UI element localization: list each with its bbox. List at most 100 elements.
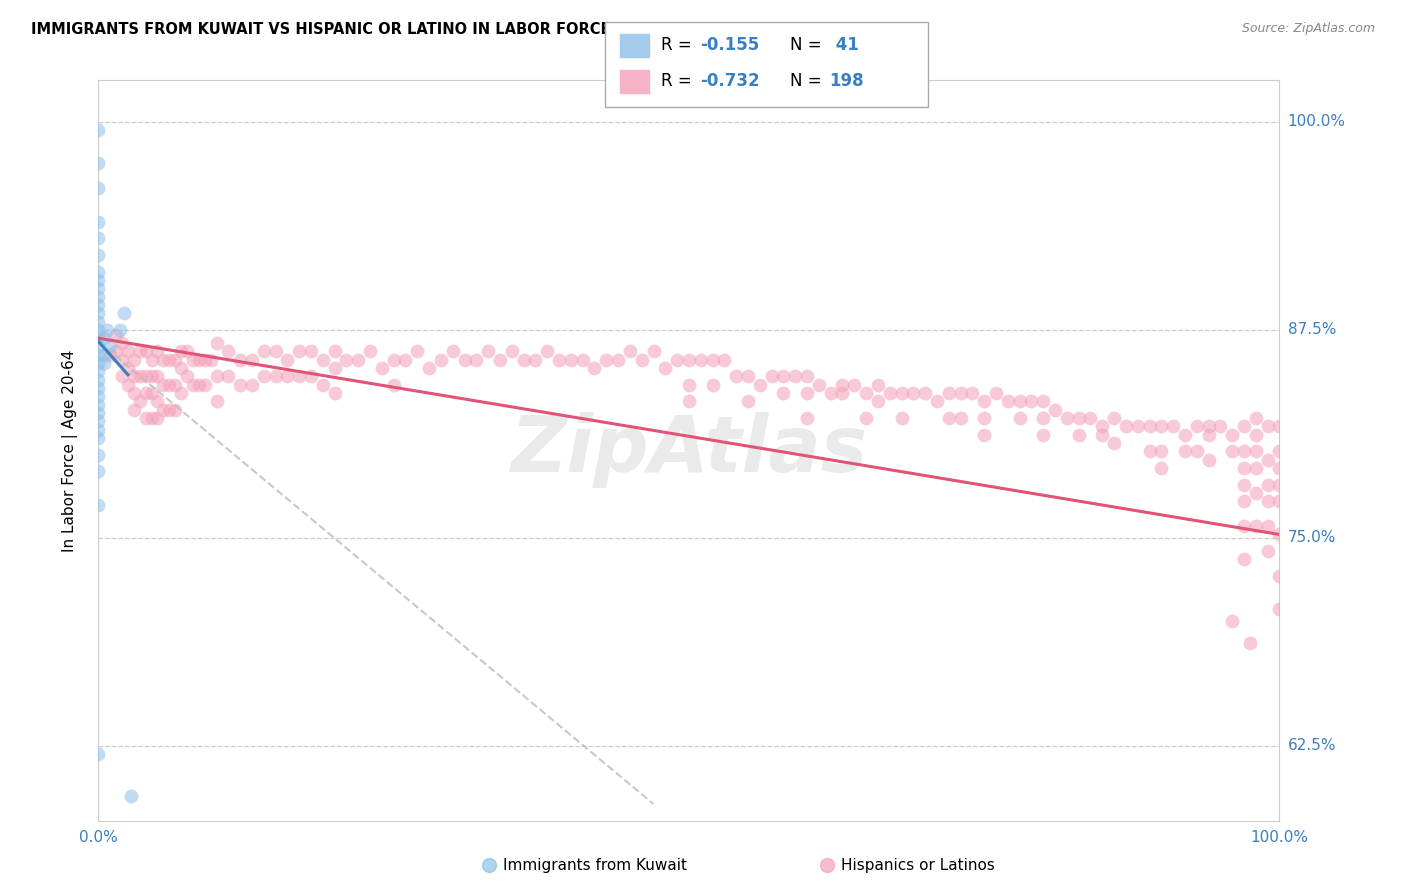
- Point: [122, 352, 145, 367]
- Point: [205, 336, 228, 351]
- Point: [111, 369, 134, 384]
- Point: [1257, 452, 1279, 467]
- Point: [87, 298, 110, 312]
- Point: [264, 369, 287, 384]
- Point: [217, 369, 239, 384]
- Point: [157, 352, 180, 367]
- Point: [1244, 411, 1267, 425]
- Point: [394, 352, 416, 367]
- Point: [98, 339, 121, 353]
- Point: [165, 402, 187, 417]
- Text: N =: N =: [790, 37, 827, 54]
- Point: [157, 402, 180, 417]
- Point: [820, 386, 842, 401]
- Text: 41: 41: [830, 37, 859, 54]
- Point: [949, 386, 972, 401]
- Point: [807, 377, 830, 392]
- Point: [1233, 477, 1256, 491]
- Point: [87, 331, 110, 345]
- Point: [1126, 419, 1149, 434]
- Text: 100.0%: 100.0%: [1288, 114, 1346, 129]
- Point: [152, 377, 174, 392]
- Point: [890, 386, 912, 401]
- Point: [1008, 411, 1031, 425]
- Point: [595, 352, 617, 367]
- Y-axis label: In Labor Force | Age 20-64: In Labor Force | Age 20-64: [62, 350, 77, 551]
- Point: [135, 344, 157, 359]
- Point: [87, 215, 110, 229]
- Point: [253, 369, 276, 384]
- Point: [288, 369, 311, 384]
- Point: [1257, 519, 1279, 533]
- Point: [1257, 494, 1279, 508]
- Point: [217, 344, 239, 359]
- Text: -0.155: -0.155: [700, 37, 759, 54]
- Point: [1239, 635, 1261, 649]
- Point: [1244, 461, 1267, 475]
- Point: [141, 411, 163, 425]
- Point: [1233, 552, 1256, 566]
- Point: [1032, 427, 1054, 442]
- Point: [288, 344, 311, 359]
- Text: Hispanics or Latinos: Hispanics or Latinos: [841, 858, 994, 872]
- Point: [560, 352, 582, 367]
- Point: [666, 352, 689, 367]
- Point: [111, 336, 134, 351]
- Point: [128, 369, 150, 384]
- Point: [87, 231, 110, 245]
- Point: [117, 361, 139, 376]
- Text: Immigrants from Kuwait: Immigrants from Kuwait: [503, 858, 688, 872]
- Point: [643, 344, 665, 359]
- Point: [844, 377, 866, 392]
- Point: [122, 386, 145, 401]
- Point: [1091, 427, 1114, 442]
- Point: [619, 344, 641, 359]
- Point: [323, 386, 346, 401]
- Point: [371, 361, 394, 376]
- Point: [831, 377, 853, 392]
- Point: [772, 386, 794, 401]
- Point: [1161, 419, 1184, 434]
- Point: [815, 858, 838, 872]
- Point: [146, 394, 169, 409]
- Point: [430, 352, 453, 367]
- Point: [181, 377, 204, 392]
- Point: [855, 411, 877, 425]
- Text: ZipAtlas: ZipAtlas: [510, 412, 868, 489]
- Point: [973, 411, 995, 425]
- Point: [1139, 444, 1161, 458]
- Point: [200, 352, 222, 367]
- Point: [713, 352, 735, 367]
- Point: [87, 348, 110, 362]
- Point: [93, 356, 115, 370]
- Point: [87, 423, 110, 437]
- Point: [122, 369, 145, 384]
- Point: [984, 386, 1007, 401]
- Point: [737, 369, 759, 384]
- Point: [571, 352, 593, 367]
- Point: [181, 352, 204, 367]
- Point: [938, 386, 960, 401]
- Point: [831, 386, 853, 401]
- Point: [87, 306, 110, 320]
- Point: [87, 431, 110, 445]
- Point: [194, 352, 217, 367]
- Point: [501, 344, 523, 359]
- Point: [489, 352, 512, 367]
- Point: [117, 344, 139, 359]
- Point: [165, 352, 187, 367]
- Point: [1102, 411, 1125, 425]
- Point: [702, 352, 724, 367]
- Point: [146, 369, 169, 384]
- Point: [135, 386, 157, 401]
- Point: [1043, 402, 1066, 417]
- Point: [524, 352, 547, 367]
- Point: [737, 394, 759, 409]
- Point: [141, 352, 163, 367]
- Point: [253, 344, 276, 359]
- Point: [312, 377, 335, 392]
- Point: [176, 369, 198, 384]
- Point: [111, 352, 134, 367]
- Point: [678, 394, 700, 409]
- Point: [772, 369, 794, 384]
